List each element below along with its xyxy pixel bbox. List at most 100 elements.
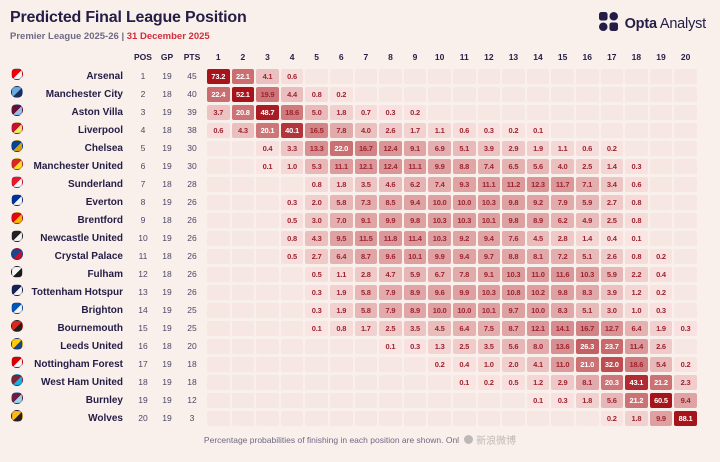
probability-cell: 88.1 <box>674 410 697 426</box>
team-crest-cell <box>8 409 28 427</box>
probability-cell: 10.0 <box>428 302 451 318</box>
stat-column-header-gp: GP <box>160 51 174 62</box>
probability-cell <box>256 374 279 390</box>
probability-cell: 0.6 <box>452 122 476 138</box>
team-name: Everton <box>85 196 123 208</box>
team-pos: 9 <box>140 215 146 225</box>
probability-cell: 5.0 <box>305 104 328 120</box>
probability-cell <box>649 194 673 210</box>
team-gp: 19 <box>162 395 172 405</box>
team-pts: 3 <box>189 413 195 423</box>
probability-cell <box>305 392 328 408</box>
probability-cell: 3.9 <box>600 284 624 300</box>
probability-cell: 12.4 <box>379 140 402 156</box>
team-pts: 20 <box>187 341 197 351</box>
probability-cell: 1.7 <box>403 122 427 138</box>
team-pts: 25 <box>187 323 197 333</box>
probability-cell: 0.8 <box>625 248 648 264</box>
team-gp: 18 <box>162 341 172 351</box>
probability-cell <box>575 86 599 102</box>
probability-cell <box>231 410 255 426</box>
team-crest-icon <box>11 176 23 188</box>
team-crest-icon <box>11 230 23 242</box>
probability-cell: 0.8 <box>305 176 328 192</box>
probability-cell: 3.5 <box>477 338 501 354</box>
probability-cell: 10.3 <box>575 266 599 282</box>
probability-cell: 9.2 <box>452 230 476 246</box>
probability-cell: 5.3 <box>305 158 328 174</box>
probability-cell: 5.1 <box>575 248 599 264</box>
probability-cell: 2.3 <box>674 374 697 390</box>
probability-cell <box>625 86 648 102</box>
probability-cell: 0.1 <box>625 230 648 246</box>
probability-cell <box>428 410 451 426</box>
team-gp: 19 <box>162 233 172 243</box>
position-column-header: 4 <box>289 51 295 62</box>
probability-cell <box>207 230 230 246</box>
probability-cell <box>354 392 378 408</box>
probability-cell: 9.6 <box>428 284 451 300</box>
brand-name: Opta Analyst <box>625 16 707 32</box>
probability-cell: 0.3 <box>305 284 328 300</box>
probability-cell: 52.1 <box>231 86 255 102</box>
probability-cell <box>575 410 599 426</box>
probability-cell: 5.8 <box>354 302 378 318</box>
team-crest-icon <box>11 68 23 80</box>
team-pos: 11 <box>138 251 148 261</box>
page-footer: Percentage probabilities of finishing in… <box>0 432 720 448</box>
probability-cell: 21.2 <box>625 392 648 408</box>
team-crest-cell <box>8 193 28 211</box>
probability-cell: 1.8 <box>625 410 648 426</box>
probability-cell <box>403 374 427 390</box>
probability-cell: 9.8 <box>502 194 525 210</box>
position-column-header: 2 <box>240 51 246 62</box>
team-crest-cell <box>8 157 28 175</box>
probability-cell <box>354 410 378 426</box>
probability-cell: 0.2 <box>649 284 673 300</box>
probability-cell <box>207 140 230 156</box>
prediction-table: POS GP PTS 1 2 3 4 5 6 7 8 9 10 11 12 13 14 15 16 17 18 19… <box>0 44 720 427</box>
team-row: Brighton 14 19 25 0.3 1.9 5.8 7.9 8.9 10.0 10.0 10.… <box>8 301 712 319</box>
probability-cell: 9.1 <box>403 140 427 156</box>
position-column-header: 15 <box>557 51 568 62</box>
probability-cell <box>379 410 402 426</box>
probability-cell: 11.4 <box>625 338 648 354</box>
watermark-text: 新浪微博 <box>476 436 517 447</box>
probability-cell: 8.8 <box>452 158 476 174</box>
team-crest-cell <box>8 211 28 229</box>
probability-cell: 1.7 <box>354 320 378 336</box>
probability-cell: 22.1 <box>231 68 255 84</box>
team-pts: 25 <box>187 305 197 315</box>
probability-cell: 16.5 <box>305 122 328 138</box>
probability-cell <box>231 230 255 246</box>
probability-cell <box>207 356 230 372</box>
probability-cell: 1.8 <box>329 176 353 192</box>
probability-cell <box>256 356 279 372</box>
probability-cell: 9.9 <box>452 284 476 300</box>
team-pts: 30 <box>187 161 197 171</box>
probability-cell <box>403 68 427 84</box>
team-pts: 26 <box>187 233 197 243</box>
probability-cell: 0.3 <box>379 104 402 120</box>
probability-cell: 9.1 <box>477 266 501 282</box>
probability-cell: 2.9 <box>502 140 525 156</box>
probability-cell <box>207 302 230 318</box>
probability-cell <box>452 392 476 408</box>
title-block: Predicted Final League Position Premier … <box>10 9 247 42</box>
position-column-header: 14 <box>533 51 543 62</box>
probability-cell: 1.2 <box>526 374 550 390</box>
probability-cell <box>674 266 697 282</box>
probability-cell: 2.5 <box>452 338 476 354</box>
probability-cell: 9.8 <box>551 284 574 300</box>
subtitle-divider: | <box>121 31 125 42</box>
probability-cell: 9.9 <box>379 212 402 228</box>
team-crest-icon <box>11 104 23 116</box>
probability-cell: 0.3 <box>674 320 697 336</box>
probability-cell: 10.1 <box>403 248 427 264</box>
team-name: Fulham <box>87 268 123 280</box>
probability-cell <box>551 104 574 120</box>
probability-cell: 9.4 <box>452 248 476 264</box>
probability-cell: 1.0 <box>477 356 501 372</box>
probability-cell: 0.3 <box>403 338 427 354</box>
team-pts: 26 <box>187 215 197 225</box>
